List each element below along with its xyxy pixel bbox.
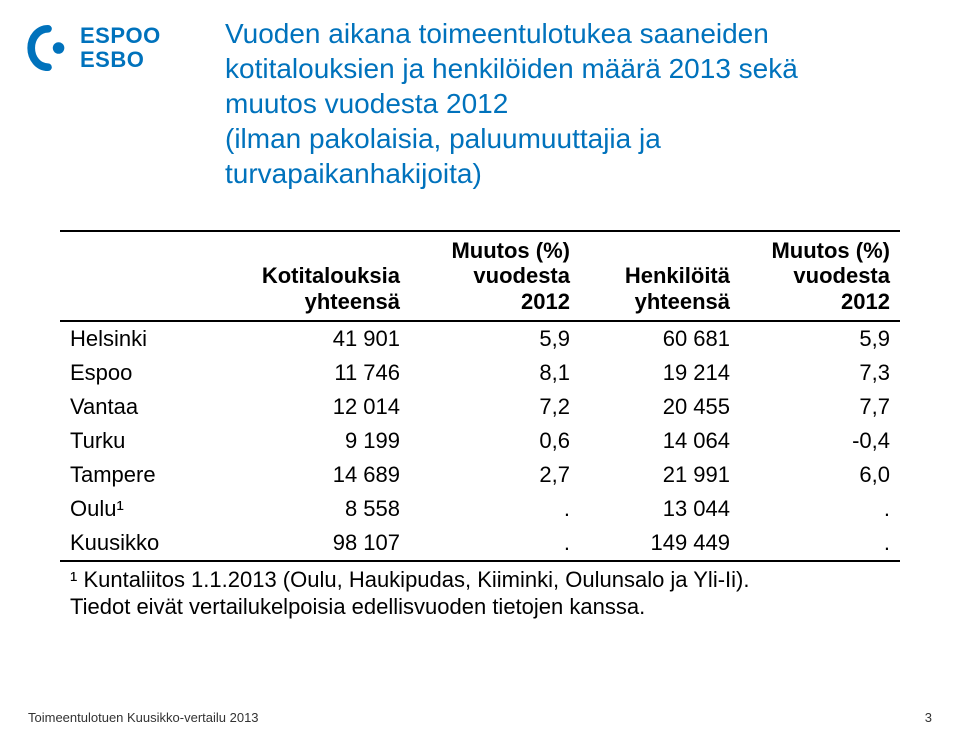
table-header-row: Kotitalouksia yhteensä Muutos (%) vuodes…	[60, 231, 900, 321]
cell-m2: 6,0	[740, 458, 900, 492]
th-city	[60, 231, 240, 321]
table-row: Oulu¹ 8 558 . 13 044 .	[60, 492, 900, 526]
page-number: 3	[925, 710, 932, 725]
cell-hen: 13 044	[580, 492, 740, 526]
th-hen-bot: yhteensä	[635, 289, 730, 314]
th-m1-top: Muutos (%)	[451, 238, 570, 263]
espoo-logo-text: ESPOO ESBO	[80, 24, 161, 72]
cell-m2: .	[740, 492, 900, 526]
th-m2-top: Muutos (%)	[771, 238, 890, 263]
cell-kot: 41 901	[240, 321, 410, 356]
table-row: Tampere 14 689 2,7 21 991 6,0	[60, 458, 900, 492]
table-row: Helsinki 41 901 5,9 60 681 5,9	[60, 321, 900, 356]
footnote-line-2: Tiedot eivät vertailukelpoisia edellisvu…	[70, 593, 890, 621]
cell-m1: 0,6	[410, 424, 580, 458]
cell-hen: 60 681	[580, 321, 740, 356]
cell-kot: 98 107	[240, 526, 410, 561]
table-row: Espoo 11 746 8,1 19 214 7,3	[60, 356, 900, 390]
th-muutos-kot: Muutos (%) vuodesta 2012	[410, 231, 580, 321]
th-hen-top: Henkilöitä	[625, 263, 730, 288]
espoo-logo: ESPOO ESBO	[24, 24, 184, 72]
cell-kot: 8 558	[240, 492, 410, 526]
cell-hen: 14 064	[580, 424, 740, 458]
cell-m2: 5,9	[740, 321, 900, 356]
logo-line-1: ESPOO	[80, 24, 161, 48]
title-line-4: (ilman pakolaisia, paluumuuttajia ja	[225, 121, 905, 156]
cell-m1: 8,1	[410, 356, 580, 390]
page-title: Vuoden aikana toimeentulotukea saaneiden…	[225, 16, 905, 191]
cell-kot: 11 746	[240, 356, 410, 390]
cell-hen: 20 455	[580, 390, 740, 424]
cell-m1: 2,7	[410, 458, 580, 492]
th-henkiloita: Henkilöitä yhteensä	[580, 231, 740, 321]
th-kot-top: Kotitalouksia	[262, 263, 400, 288]
cell-kot: 12 014	[240, 390, 410, 424]
table-row: Vantaa 12 014 7,2 20 455 7,7	[60, 390, 900, 424]
cell-kot: 14 689	[240, 458, 410, 492]
th-muutos-hen: Muutos (%) vuodesta 2012	[740, 231, 900, 321]
table-footnote-row: ¹ Kuntaliitos 1.1.2013 (Oulu, Haukipudas…	[60, 561, 900, 625]
cell-city: Oulu¹	[60, 492, 240, 526]
title-line-3: muutos vuodesta 2012	[225, 86, 905, 121]
cell-city: Helsinki	[60, 321, 240, 356]
th-kot-bot: yhteensä	[305, 289, 400, 314]
cell-m1: .	[410, 526, 580, 561]
cell-hen: 149 449	[580, 526, 740, 561]
cell-city: Kuusikko	[60, 526, 240, 561]
cell-m2: .	[740, 526, 900, 561]
cell-m2: -0,4	[740, 424, 900, 458]
cell-m1: 5,9	[410, 321, 580, 356]
cell-city: Vantaa	[60, 390, 240, 424]
espoo-logo-icon	[24, 24, 72, 72]
footnote-line-1: ¹ Kuntaliitos 1.1.2013 (Oulu, Haukipudas…	[70, 566, 890, 594]
cell-city: Turku	[60, 424, 240, 458]
title-line-1: Vuoden aikana toimeentulotukea saaneiden	[225, 16, 905, 51]
th-m1-bot: vuodesta 2012	[420, 263, 570, 314]
table-footnote: ¹ Kuntaliitos 1.1.2013 (Oulu, Haukipudas…	[60, 561, 900, 625]
cell-city: Espoo	[60, 356, 240, 390]
cell-m1: 7,2	[410, 390, 580, 424]
cell-m1: .	[410, 492, 580, 526]
table-row: Kuusikko 98 107 . 149 449 .	[60, 526, 900, 561]
table-row: Turku 9 199 0,6 14 064 -0,4	[60, 424, 900, 458]
title-line-2: kotitalouksien ja henkilöiden määrä 2013…	[225, 51, 905, 86]
th-kotitalouksia: Kotitalouksia yhteensä	[240, 231, 410, 321]
th-m2-bot: vuodesta 2012	[750, 263, 890, 314]
footer-title: Toimeentulotuen Kuusikko-vertailu 2013	[28, 710, 259, 725]
cell-hen: 19 214	[580, 356, 740, 390]
cell-hen: 21 991	[580, 458, 740, 492]
cell-city: Tampere	[60, 458, 240, 492]
cell-m2: 7,7	[740, 390, 900, 424]
cell-m2: 7,3	[740, 356, 900, 390]
logo-line-2: ESBO	[80, 48, 161, 72]
data-table: Kotitalouksia yhteensä Muutos (%) vuodes…	[60, 230, 900, 625]
title-line-5: turvapaikanhakijoita)	[225, 156, 905, 191]
cell-kot: 9 199	[240, 424, 410, 458]
